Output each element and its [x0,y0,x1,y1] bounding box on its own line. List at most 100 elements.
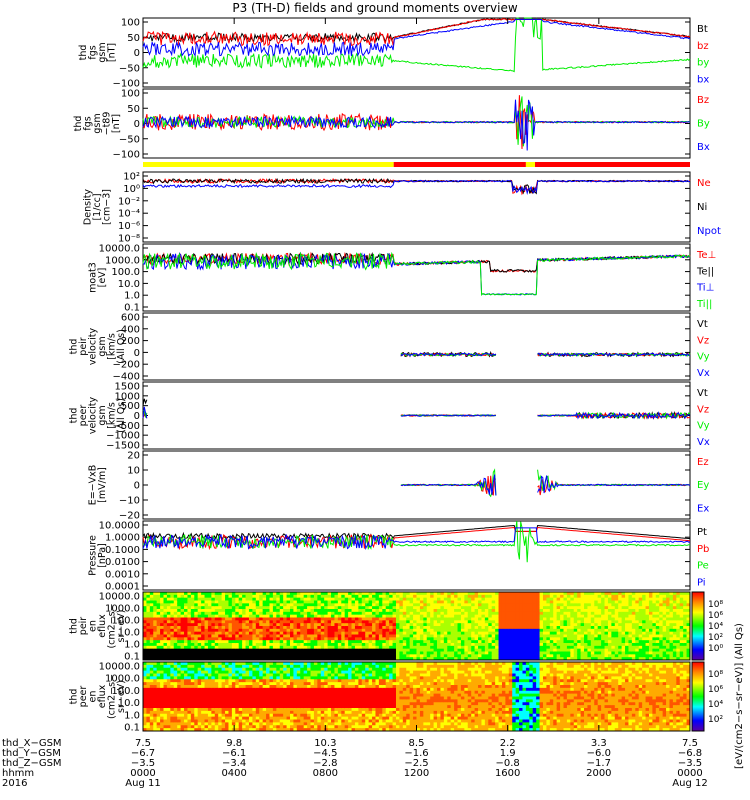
ytick-label: 0 [134,348,140,359]
xtick-gsm-x: 9.8 [226,738,242,749]
ytick-label: 0.1 [124,723,140,734]
colorbar [691,661,705,732]
legend-entry: Ti⊥ [696,283,714,294]
ylabel: peir [78,617,89,636]
colorbar-tick: 10⁶ [708,685,723,695]
ytick-label: 0.1 [124,652,140,663]
ylabel: [cm−3] [102,189,113,225]
ylabel: −t89 [102,112,113,136]
ytick-label: 100.0 [111,267,140,278]
ytick-label: 10⁻² [118,196,140,207]
ylabel: [km/s [106,333,117,360]
xtick-gsm-z: −3.5 [678,758,702,769]
ytick-label: 10⁰ [123,184,140,195]
ytick-label: −100 [113,150,140,161]
ylabel: Density [83,189,94,225]
ylabel: eflux [97,684,108,708]
ytick-label: −500 [113,421,140,432]
series-line-density-2 [142,179,690,195]
legend-entry: Te|| [696,266,714,277]
ytick-label: 0.0010 [105,569,140,580]
legend-entry: Vt [697,388,708,399]
ylabel: (cm2−s− [106,603,117,648]
xtick-hhmm: 0000 [130,768,155,779]
xaxis-row-label: thd_Z−GSM [2,758,62,769]
ylabel: velocity [87,397,98,435]
ytick-label: −20 [119,511,140,522]
ytick-label: 10.0 [118,279,140,290]
xtick-gsm-x: 7.5 [682,738,698,749]
legend-entry: bz [697,41,709,52]
xtick-hhmm: 0000 [677,768,702,779]
ytick-label: 20 [127,451,140,462]
ylabel: en [87,691,98,703]
ylabel: [km/s [106,402,117,429]
xaxis-row-label: thd_Y−GSM [2,748,61,759]
ylabel: fgs [87,45,98,59]
xtick-gsm-z: −0.8 [496,758,520,769]
ytick-label: 10 [127,466,140,477]
panel-density [142,171,691,243]
xtick-gsm-y: −6.8 [678,748,702,759]
series-line-pressure-1 [142,526,691,551]
ytick-label: 200 [121,336,140,347]
colorbar-tick: 10⁶ [708,611,723,621]
ylabel: peir [78,337,89,356]
legend-entry: Ex [697,503,709,514]
ylabel: thd [68,618,79,634]
ylabel: [1/cc] [92,193,103,220]
xtick-gsm-x: 7.5 [135,738,151,749]
ylabel: eflux [97,614,108,638]
legend-entry: Vy [697,352,710,363]
legend-entry: Vz [697,404,709,415]
ytick-label: 1.0 [124,710,140,721]
ylabel: gsm [92,113,103,133]
ytick-label: 50 [127,33,140,44]
xtick-gsm-y: −6.0 [587,748,611,759]
spectrogram-peir_spec [143,592,691,661]
ylabel: E=−VxB [87,465,98,506]
legend-entry: Pi [697,578,706,589]
legend-entry: Ez [697,457,709,468]
legend-entry: Ne [697,178,711,189]
colorbar-tick: 10² [708,715,723,725]
title: P3 (TH-D) fields and ground moments over… [232,1,518,15]
ylabel: thd [68,339,79,355]
ytick-label: −100 [113,79,140,90]
xtick-gsm-y: −6.1 [222,748,246,759]
xtick-gsm-y: −6.7 [131,748,155,759]
ylabel: sr−eV) [116,680,127,713]
xtick-gsm-x: 8.5 [409,738,425,749]
colorbar-tick: 10⁸ [708,600,723,610]
ylabel: gsm [97,405,108,425]
mode-bar-slow [143,162,394,167]
ytick-label: 0 [134,481,140,492]
ytick-label: −10 [119,496,140,507]
ytick-label: −1500 [106,441,140,452]
legend-entry: Bt [697,24,708,35]
legend-entry: Pb [697,544,709,555]
legend-entry: Ni [697,202,707,213]
ytick-label: −1000 [106,431,140,442]
series-line-pressure-3 [142,527,691,551]
legend-entry: Vx [697,437,710,448]
xtick-hhmm: 0400 [221,768,246,779]
legend-entry: Ti|| [696,299,712,310]
ylabel: fgs [83,116,94,130]
xtick-hhmm: 1200 [404,768,429,779]
xtick-gsm-x: 10.3 [314,738,336,749]
ylabel: gsm [97,42,108,62]
colorbar-tick: 10⁸ [708,670,723,680]
xtick-hhmm: 2000 [586,768,611,779]
ylabel: (All Qs) [116,329,127,364]
ylabel: peer [78,405,89,427]
ytick-label: 1.0 [124,640,140,651]
ytick-label: 1000 [115,391,140,402]
mode-bar-fast [393,162,526,167]
ytick-label: 10.0 [118,628,140,639]
ylabel: [nT] [111,114,122,133]
series-line-peir_velocity-3 [400,352,691,357]
legend-entry: Pt [697,527,707,538]
ytick-label: 0 [134,411,140,422]
ytick-label: 100 [121,18,140,29]
